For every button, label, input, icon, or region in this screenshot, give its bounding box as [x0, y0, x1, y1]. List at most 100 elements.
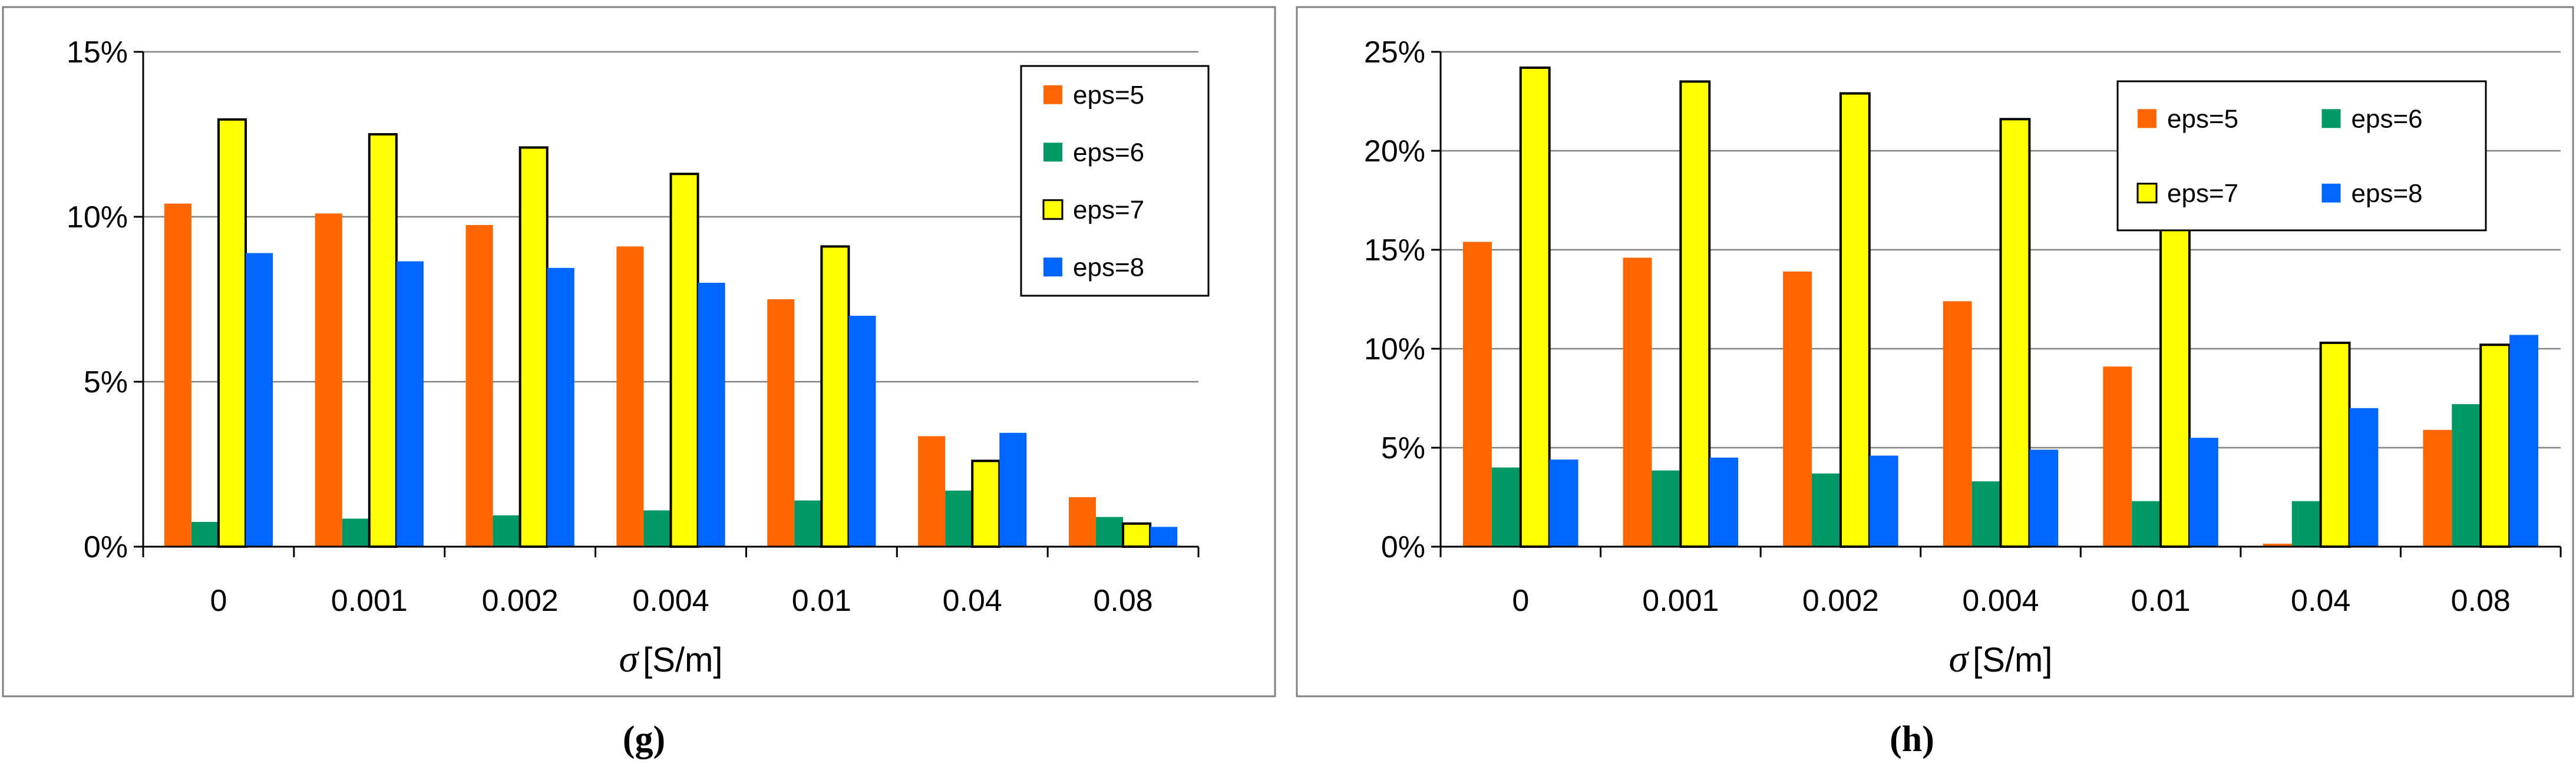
bar-eps=8-0.002 [1869, 455, 1898, 547]
bar-eps=8-0.08 [2509, 335, 2538, 547]
bar-eps=7-0.08 [1122, 522, 1152, 548]
chart-h: 0% 5% 10% 15% 20% 25% 0 0.001 0.002 0.004 0.01 0.04… [1296, 6, 2574, 759]
bar-eps=6-0.002 [493, 515, 520, 547]
bar-eps=6-0.002 [1812, 473, 1841, 547]
legend-swatch-eps=7 [2136, 183, 2158, 204]
sigma-symbol: σ [619, 637, 640, 680]
legend-label-eps=5: eps=5 [2167, 104, 2238, 133]
bar-eps=7-0.04 [971, 459, 1001, 548]
bar-eps=5-0.08 [1068, 497, 1097, 547]
bar-eps=5-0.002 [465, 225, 493, 547]
legend-box [1020, 65, 1210, 297]
bar-eps=5-0.08 [2423, 429, 2452, 547]
x-tick-label: 0.001 [331, 584, 408, 618]
bar-eps=5-0.004 [1943, 301, 1972, 547]
x-tick-label: 0 [1512, 584, 1529, 618]
bar-eps=5-0 [1463, 242, 1492, 547]
x-tick-label: 0 [210, 584, 227, 618]
bar-eps=8-0.001 [1709, 457, 1739, 547]
bar-eps=8-0 [245, 253, 273, 547]
bar-eps=6-0 [1491, 467, 1521, 547]
legend: eps=5 eps=6 eps=7 eps=8 [1020, 65, 1210, 297]
legend-swatch-eps=5 [1043, 85, 1062, 104]
x-tick-label: 0.04 [943, 584, 1002, 618]
bar-eps=8-0.002 [547, 267, 574, 547]
legend-label-eps=7: eps=7 [1073, 196, 1144, 224]
bar-eps=7-0.08 [2479, 343, 2511, 548]
bar-eps=6-0.01 [2132, 501, 2161, 547]
legend-box [2116, 80, 2487, 232]
legend-swatch-eps=6 [1043, 143, 1062, 162]
bar-eps=6-0.04 [2291, 501, 2321, 547]
y-tick-label: 15% [67, 35, 128, 70]
x-tick-label: 0.001 [1642, 584, 1719, 618]
x-axis-title: σ [S/m] [1949, 637, 2053, 680]
bar-eps=6-0.01 [794, 500, 822, 547]
bar-eps=7-0.002 [1839, 92, 1871, 548]
bar-eps=5-0.04 [2263, 543, 2292, 547]
x-axis-title: σ [S/m] [619, 637, 723, 680]
x-axis-unit: [S/m] [643, 641, 722, 679]
bar-eps=8-0.04 [999, 432, 1027, 547]
legend: eps=5 eps=6 eps=7 eps=8 [2116, 80, 2487, 232]
legend-label-eps=6: eps=6 [1073, 138, 1144, 167]
bar-eps=5-0.001 [315, 213, 342, 547]
sigma-symbol: σ [1949, 637, 1970, 680]
legend-label-eps=6: eps=6 [2352, 104, 2423, 133]
y-tick-label: 10% [1364, 332, 1425, 366]
bar-eps=7-0.01 [820, 245, 850, 548]
x-tick-label: 0.04 [2291, 584, 2350, 618]
x-tick-label: 0.08 [1093, 584, 1152, 618]
x-tick-label: 0.004 [1962, 584, 2039, 618]
bar-eps=7-0.004 [1999, 118, 2031, 548]
x-axis-unit: [S/m] [1973, 641, 2052, 679]
bar-eps=6-0.001 [1652, 470, 1681, 547]
bar-eps=7-0.002 [518, 146, 549, 548]
bar-eps=5-0.01 [767, 299, 795, 547]
bar-eps=8-0 [1549, 459, 1578, 547]
legend-label-eps=5: eps=5 [1073, 81, 1144, 110]
bar-eps=8-0.001 [396, 261, 424, 547]
bar-eps=6-0.04 [945, 490, 973, 547]
bar-eps=6-0.08 [1096, 517, 1124, 547]
bar-eps=8-0.04 [2349, 408, 2379, 547]
y-tick-label: 5% [84, 365, 128, 399]
bar-eps=5-0.001 [1623, 257, 1652, 547]
y-tick-label: 10% [67, 200, 128, 234]
legend-label-eps=8: eps=8 [2352, 179, 2423, 208]
bar-eps=7-0 [217, 118, 247, 548]
bar-eps=8-0.08 [1150, 527, 1178, 547]
bar-eps=7-0.004 [669, 173, 699, 548]
chart-g: 0% 5% 10% 15% 0 0.001 0.002 0.004 0.01 0.04 0.08 σ[… [2, 6, 1276, 759]
y-tick-label: 0% [1381, 530, 1425, 564]
legend-swatch-eps=7 [1042, 199, 1064, 220]
bar-eps=8-0.01 [2189, 438, 2218, 547]
bar-eps=8-0.004 [698, 283, 725, 547]
bar-eps=8-0.01 [848, 316, 876, 547]
bar-eps=6-0.001 [342, 518, 369, 547]
legend-swatch-eps=5 [2138, 109, 2156, 128]
y-tick-label: 20% [1364, 134, 1425, 168]
bar-eps=5-0.002 [1783, 271, 1812, 547]
legend-label-eps=7: eps=7 [2167, 179, 2238, 208]
bar-eps=6-0.004 [1971, 481, 2001, 547]
legend-swatch-eps=8 [1043, 257, 1062, 277]
x-tick-label: 0.08 [2451, 584, 2511, 618]
bar-eps=6-0.08 [2452, 404, 2481, 547]
bar-eps=7-0.001 [368, 133, 398, 548]
y-tick-label: 5% [1381, 431, 1425, 465]
bar-eps=5-0.01 [2103, 366, 2132, 547]
y-tick-label: 15% [1364, 233, 1425, 267]
x-tick-label: 0.002 [482, 584, 559, 618]
bar-eps=7-0.001 [1679, 80, 1711, 548]
panel-caption: (g) [623, 719, 665, 759]
x-tick-label: 0.002 [1802, 584, 1879, 618]
bar-eps=6-0.004 [643, 510, 671, 547]
bar-eps=7-0.01 [2159, 181, 2191, 548]
bar-eps=5-0 [164, 203, 191, 547]
bar-eps=5-0.004 [616, 246, 644, 547]
x-tick-label: 0.01 [792, 584, 851, 618]
x-tick-label: 0.01 [2131, 584, 2190, 618]
y-tick-label: 0% [84, 530, 128, 564]
legend-swatch-eps=8 [2321, 183, 2341, 203]
